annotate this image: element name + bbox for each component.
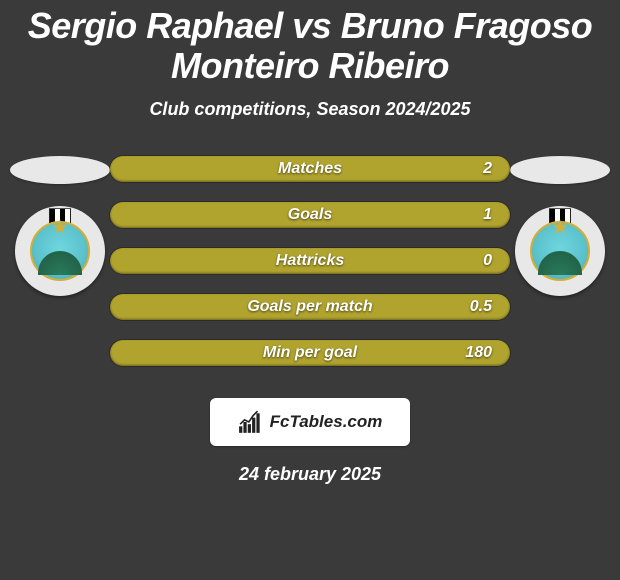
comparison-chart: Matches 2 Goals 1 Hattricks 0 Goals per …	[0, 156, 620, 386]
brand-label: FcTables.com	[270, 412, 383, 432]
subtitle: Club competitions, Season 2024/2025	[0, 99, 620, 120]
club-badge-left	[10, 206, 110, 296]
player-head-right	[510, 156, 610, 184]
player-head-left	[10, 156, 110, 184]
bar-hattricks: Hattricks 0	[110, 248, 510, 274]
page-title: Sergio Raphael vs Bruno Fragoso Monteiro…	[0, 0, 620, 85]
bar-value: 1	[483, 206, 492, 224]
bar-value: 0	[483, 252, 492, 270]
bars-icon	[238, 409, 264, 435]
bar-goals: Goals 1	[110, 202, 510, 228]
bar-value: 180	[465, 344, 492, 362]
bar-value: 0.5	[470, 298, 492, 316]
club-badge-right	[510, 206, 610, 296]
brand-badge: FcTables.com	[210, 398, 410, 446]
bar-label: Hattricks	[276, 252, 344, 270]
bar-goals-per-match: Goals per match 0.5	[110, 294, 510, 320]
bars-container: Matches 2 Goals 1 Hattricks 0 Goals per …	[110, 156, 510, 386]
bar-label: Goals	[288, 206, 332, 224]
bar-min-per-goal: Min per goal 180	[110, 340, 510, 366]
bar-label: Matches	[278, 160, 342, 178]
bar-label: Min per goal	[263, 344, 357, 362]
bar-label: Goals per match	[247, 298, 372, 316]
bar-value: 2	[483, 160, 492, 178]
date-label: 24 february 2025	[0, 464, 620, 485]
bar-matches: Matches 2	[110, 156, 510, 182]
